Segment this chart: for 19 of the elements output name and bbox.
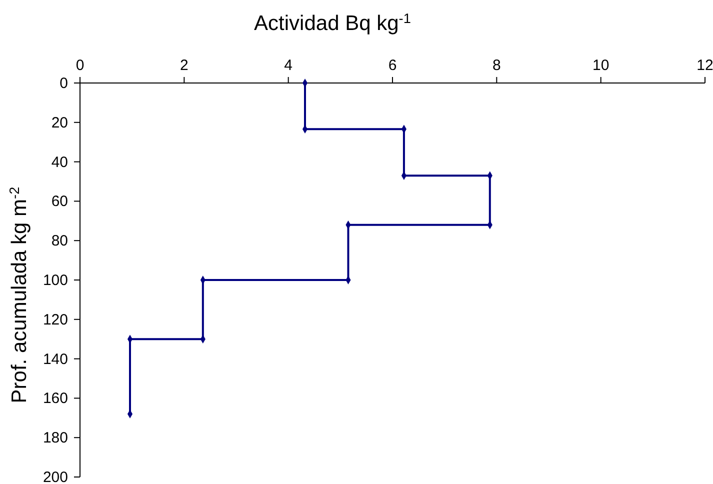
y-tick-label: 160 <box>42 390 68 408</box>
y-tick-label: 20 <box>51 114 68 132</box>
y-tick-label: 140 <box>42 350 68 368</box>
x-tick-label: 10 <box>592 57 610 74</box>
x-axis-title: Actividad Bq kg$^{-1}$ <box>254 10 411 35</box>
y-tick-label: 80 <box>51 232 68 250</box>
y-tick-label: 0 <box>60 75 68 92</box>
y-tick-label: 60 <box>51 193 68 210</box>
x-tick-label: 6 <box>388 57 397 74</box>
x-tick-label: 2 <box>180 57 188 74</box>
x-tick-label: 8 <box>492 57 501 74</box>
y-tick-label: 100 <box>42 272 68 289</box>
x-tick-label: 12 <box>696 57 713 74</box>
y-tick-label: 120 <box>42 311 68 328</box>
y-tick-label: 40 <box>51 154 68 171</box>
x-tick-label: 4 <box>284 57 293 74</box>
y-tick-label: 180 <box>42 430 68 447</box>
y-tick-label: 200 <box>42 469 68 484</box>
x-tick-label: 0 <box>76 57 84 74</box>
